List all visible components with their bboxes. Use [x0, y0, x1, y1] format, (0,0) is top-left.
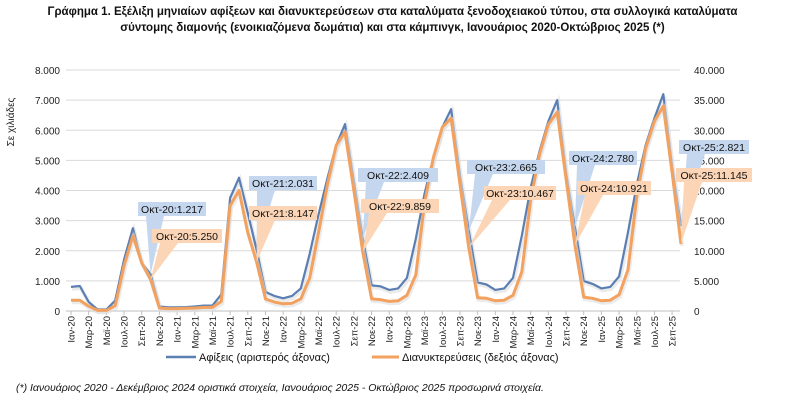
- x-tick-label: Μαρ-25: [615, 316, 626, 349]
- callout-label: Οκτ-25:2.821: [683, 142, 745, 154]
- legend-nights-label: Διανυκτερεύσεις (δεξιός άξονας): [402, 352, 559, 364]
- x-tick-label: Μαϊ-22: [314, 316, 325, 345]
- callout-pointer: [362, 213, 387, 252]
- x-tick-label: Ιαν-20: [67, 316, 78, 343]
- callout-box: [577, 181, 651, 195]
- x-tick-label: Σεπ-25: [668, 316, 679, 346]
- x-tick-label: Νοε-24: [579, 316, 590, 346]
- callout-label: Οκτ-22:9.859: [369, 201, 431, 213]
- x-tick-label: Μαϊ-24: [526, 316, 537, 345]
- y-right-tick-label: 10.000: [694, 247, 725, 258]
- y-left-tick-label: 5.000: [35, 156, 60, 167]
- callout-box: [484, 186, 556, 200]
- x-tick-label: Μαρ-21: [190, 316, 201, 349]
- callout-pointer: [468, 174, 493, 231]
- x-tick-label: Ιαν-25: [597, 316, 608, 343]
- series-nights-line: [71, 104, 683, 312]
- y-left-tick-label: 1.000: [35, 277, 60, 288]
- x-tick-label: Ιουλ-25: [650, 316, 661, 348]
- y-right-tick-label: 40.000: [694, 66, 725, 77]
- callout-label: Οκτ-23:2.665: [475, 162, 537, 174]
- y-right-tick-label: 5.000: [694, 277, 719, 288]
- x-tick-label: Ιαν-23: [385, 316, 396, 343]
- x-tick-label: Ιουλ-22: [332, 316, 343, 348]
- legend-arrivals-label: Αφίξεις (αριστερός άξονας): [199, 352, 330, 364]
- callout-box: [676, 168, 752, 182]
- x-tick-label: Νοε-22: [367, 316, 378, 346]
- chart-title-line2: σύντομης διαμονής (ενοικιαζόμενα δωμάτια…: [120, 22, 665, 34]
- footnote: (*) Ιανουάριος 2020 - Δεκέμβριος 2024 ορ…: [16, 382, 544, 394]
- x-tick-label: Μαϊ-20: [102, 316, 113, 345]
- callout-box: [361, 199, 439, 213]
- y-right-tick-label: 15.000: [694, 217, 725, 228]
- x-tick-label: Ιουλ-21: [226, 316, 237, 348]
- callout-label: Οκτ-20:5.250: [156, 231, 218, 243]
- x-tick-label: Ιαν-22: [279, 316, 290, 343]
- x-tick-label: Νοε-21: [261, 316, 272, 346]
- x-tick-label: Σεπ-23: [455, 316, 466, 346]
- y-left-tick-label: 3.000: [35, 217, 60, 228]
- x-tick-label: Μαρ-24: [509, 316, 520, 349]
- callout-pointer: [468, 200, 510, 248]
- callout-pointer: [680, 182, 702, 244]
- callout-box: [358, 168, 438, 182]
- y-left-tick-label: 2.000: [35, 247, 60, 258]
- x-tick-label: Ιαν-21: [173, 316, 184, 343]
- callout-label: Οκτ-24:10.921: [580, 183, 648, 195]
- x-tick-label: Μαϊ-23: [420, 316, 431, 345]
- x-tick-label: Μαϊ-21: [208, 316, 219, 345]
- x-tick-label: Νοε-20: [155, 316, 166, 346]
- x-tick-label: Νοε-23: [473, 316, 484, 346]
- y-left-tick-label: 4.000: [35, 187, 60, 198]
- callout-pointer: [256, 220, 275, 262]
- callout-label: Οκτ-21:2.031: [252, 178, 314, 190]
- x-tick-label: Σεπ-22: [349, 316, 360, 346]
- callout-box: [249, 176, 317, 190]
- y-left-tick-label: 7.000: [35, 96, 60, 107]
- x-tick-label: Μαρ-20: [84, 316, 95, 349]
- y-right-tick-label: 30.000: [694, 126, 725, 137]
- callout-label: Οκτ-20:1.217: [141, 204, 203, 216]
- y-right-tick-label: 25.000: [694, 156, 725, 167]
- callout-label: Οκτ-25:11.145: [681, 170, 748, 182]
- x-tick-label: Σεπ-20: [137, 316, 148, 346]
- chart-title: Γράφημα 1. Εξέλιξη μηνιαίων αφίξεων και …: [0, 4, 785, 36]
- x-tick-label: Μαρ-22: [296, 316, 307, 349]
- callout-label: Οκτ-22:2.409: [367, 170, 429, 182]
- x-tick-label: Ιουλ-23: [438, 316, 449, 348]
- callout-box: [249, 206, 317, 220]
- callout-label: Οκτ-23:10.467: [486, 188, 554, 200]
- callout-box: [467, 160, 545, 174]
- y-left-tick-label: 0: [54, 307, 60, 318]
- y-right-tick-label: 20.000: [694, 187, 725, 198]
- callout-box: [138, 202, 206, 216]
- y-right-tick-label: 0: [694, 307, 700, 318]
- callout-box: [569, 151, 637, 165]
- x-tick-label: Σεπ-24: [562, 316, 573, 346]
- callout-label: Οκτ-21:8.147: [252, 208, 314, 220]
- y-axis-title: Σε χιλιάδες: [5, 97, 17, 146]
- y-right-tick-label: 35.000: [694, 96, 725, 107]
- x-tick-label: Μαρ-23: [402, 316, 413, 349]
- callout-box: [152, 229, 222, 243]
- callout-label: Οκτ-24:2.780: [572, 153, 634, 165]
- x-tick-label: Σεπ-21: [243, 316, 254, 346]
- callout-pointer: [574, 195, 603, 246]
- x-tick-label: Ιουλ-20: [120, 316, 131, 348]
- y-left-tick-label: 8.000: [35, 66, 60, 77]
- callout-pointer: [150, 243, 178, 280]
- x-tick-label: Ιαν-24: [491, 316, 502, 343]
- x-tick-label: Μαϊ-25: [632, 316, 643, 345]
- y-left-tick-label: 6.000: [35, 126, 60, 137]
- chart-title-line1: Γράφημα 1. Εξέλιξη μηνιαίων αφίξεων και …: [47, 6, 738, 18]
- x-tick-label: Ιουλ-24: [544, 316, 555, 348]
- callout-box: [679, 140, 749, 154]
